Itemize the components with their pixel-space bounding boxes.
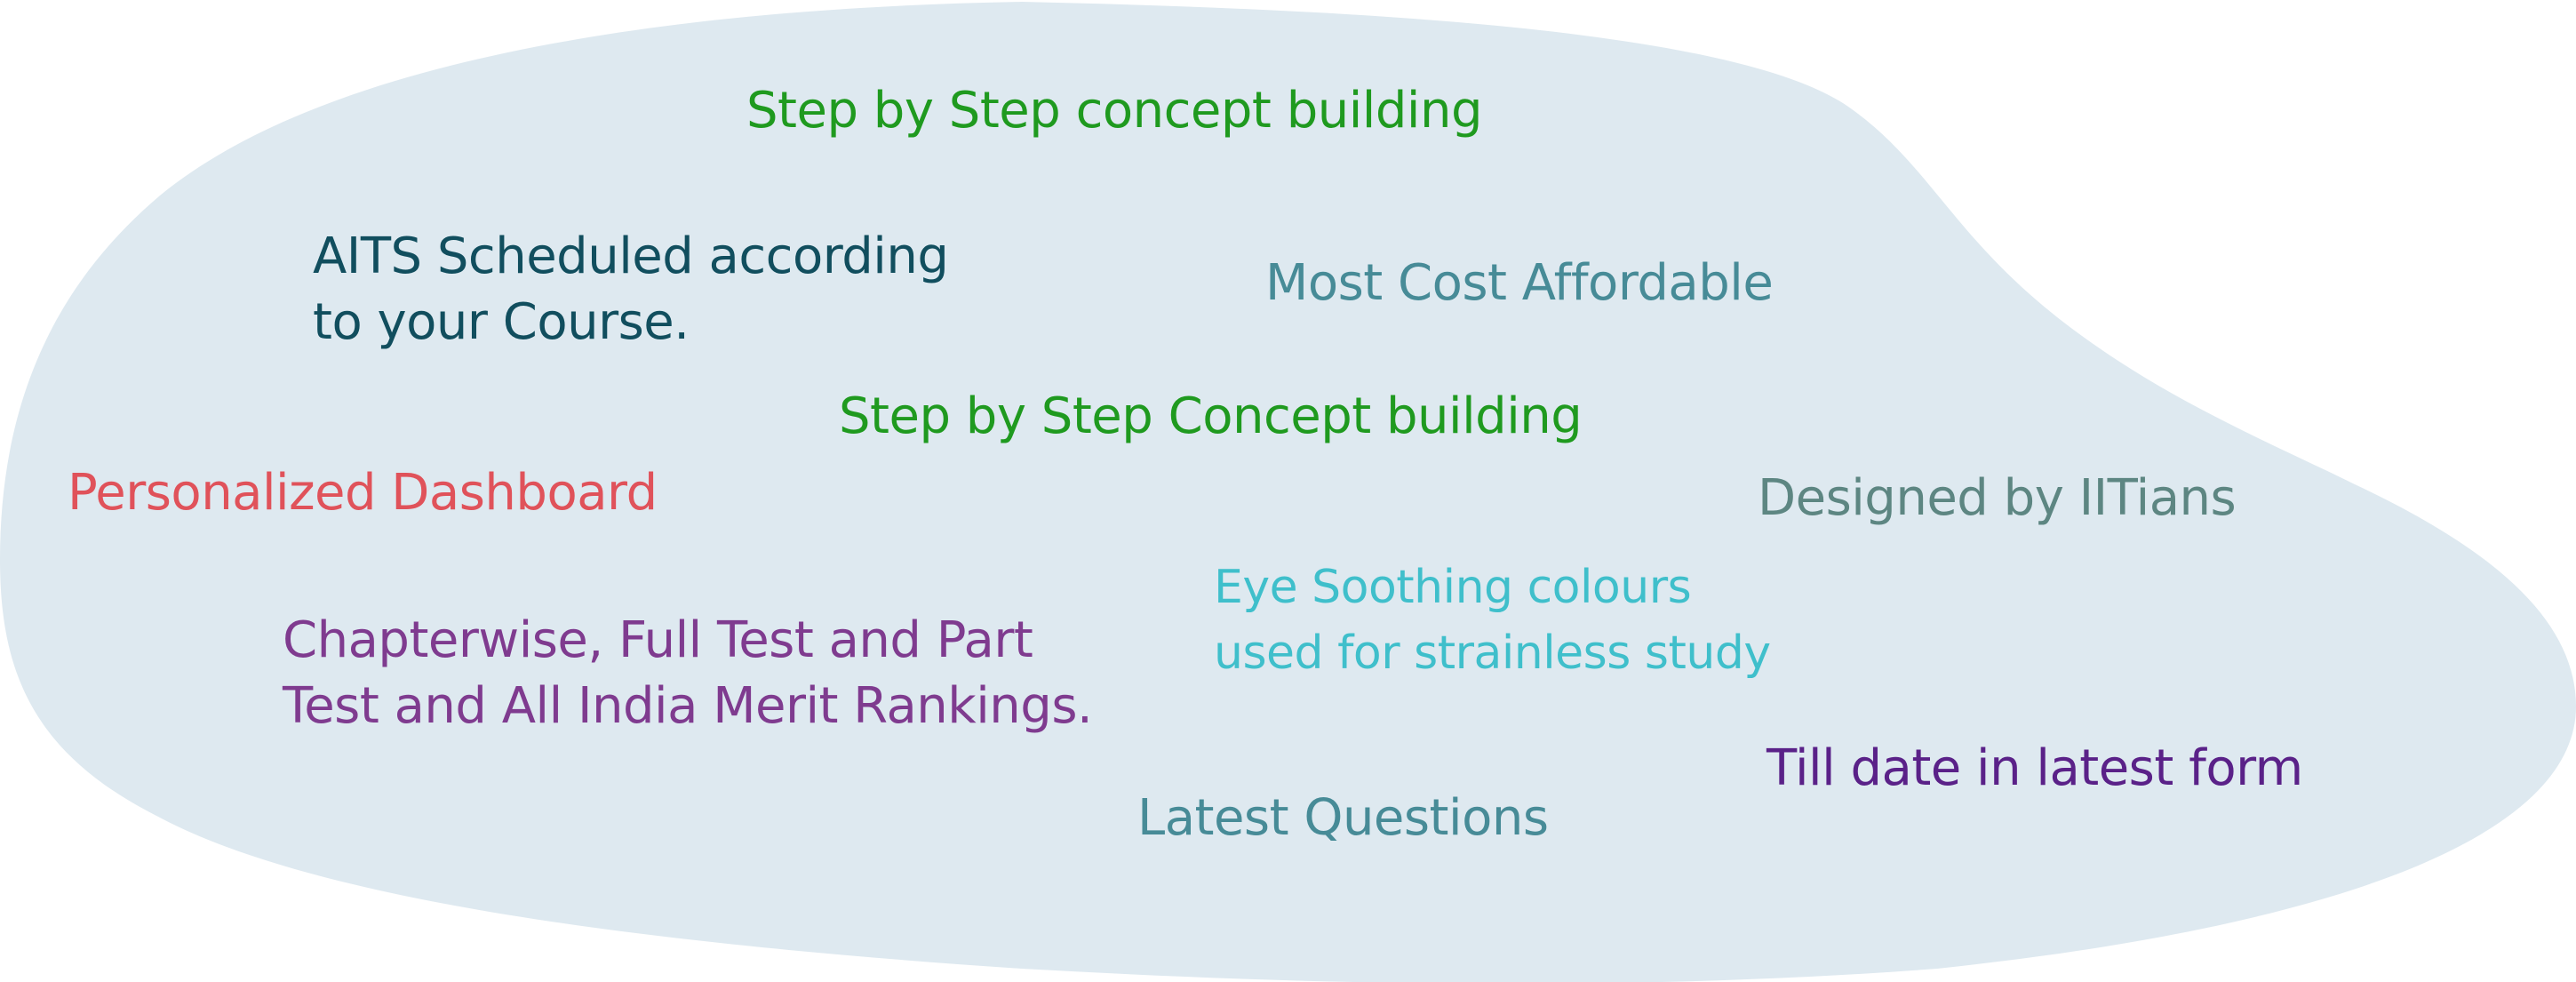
feature-eye-soothing-colours: Eye Soothing colours used for strainless…: [1214, 555, 1771, 687]
feature-most-cost-affordable: Most Cost Affordable: [1265, 254, 1774, 312]
feature-chapterwise-line-2: Test and All India Merit Rankings.: [283, 676, 1093, 735]
feature-aits-line-1: AITS Scheduled according: [313, 228, 949, 285]
feature-aits-line-2: to your Course.: [313, 292, 690, 351]
feature-aits-scheduled: AITS Scheduled according to your Course.: [313, 224, 949, 355]
feature-latest-questions: Latest Questions: [1137, 789, 1549, 847]
feature-chapterwise-line-1: Chapterwise, Full Test and Part: [283, 611, 1033, 669]
feature-eye-line-1: Eye Soothing colours: [1214, 561, 1692, 614]
feature-step-by-step-concept-building: Step by Step concept building: [746, 82, 1483, 140]
feature-chapterwise-tests: Chapterwise, Full Test and Part Test and…: [283, 608, 1093, 739]
feature-eye-line-2: used for strainless study: [1214, 627, 1771, 681]
feature-till-date-latest-form: Till date in latest form: [1767, 739, 2303, 797]
feature-step-by-step-concept-building-2: Step by Step Concept building: [839, 387, 1583, 445]
feature-personalized-dashboard: Personalized Dashboard: [68, 464, 658, 522]
feature-designed-by-iitians: Designed by IITians: [1758, 469, 2237, 527]
